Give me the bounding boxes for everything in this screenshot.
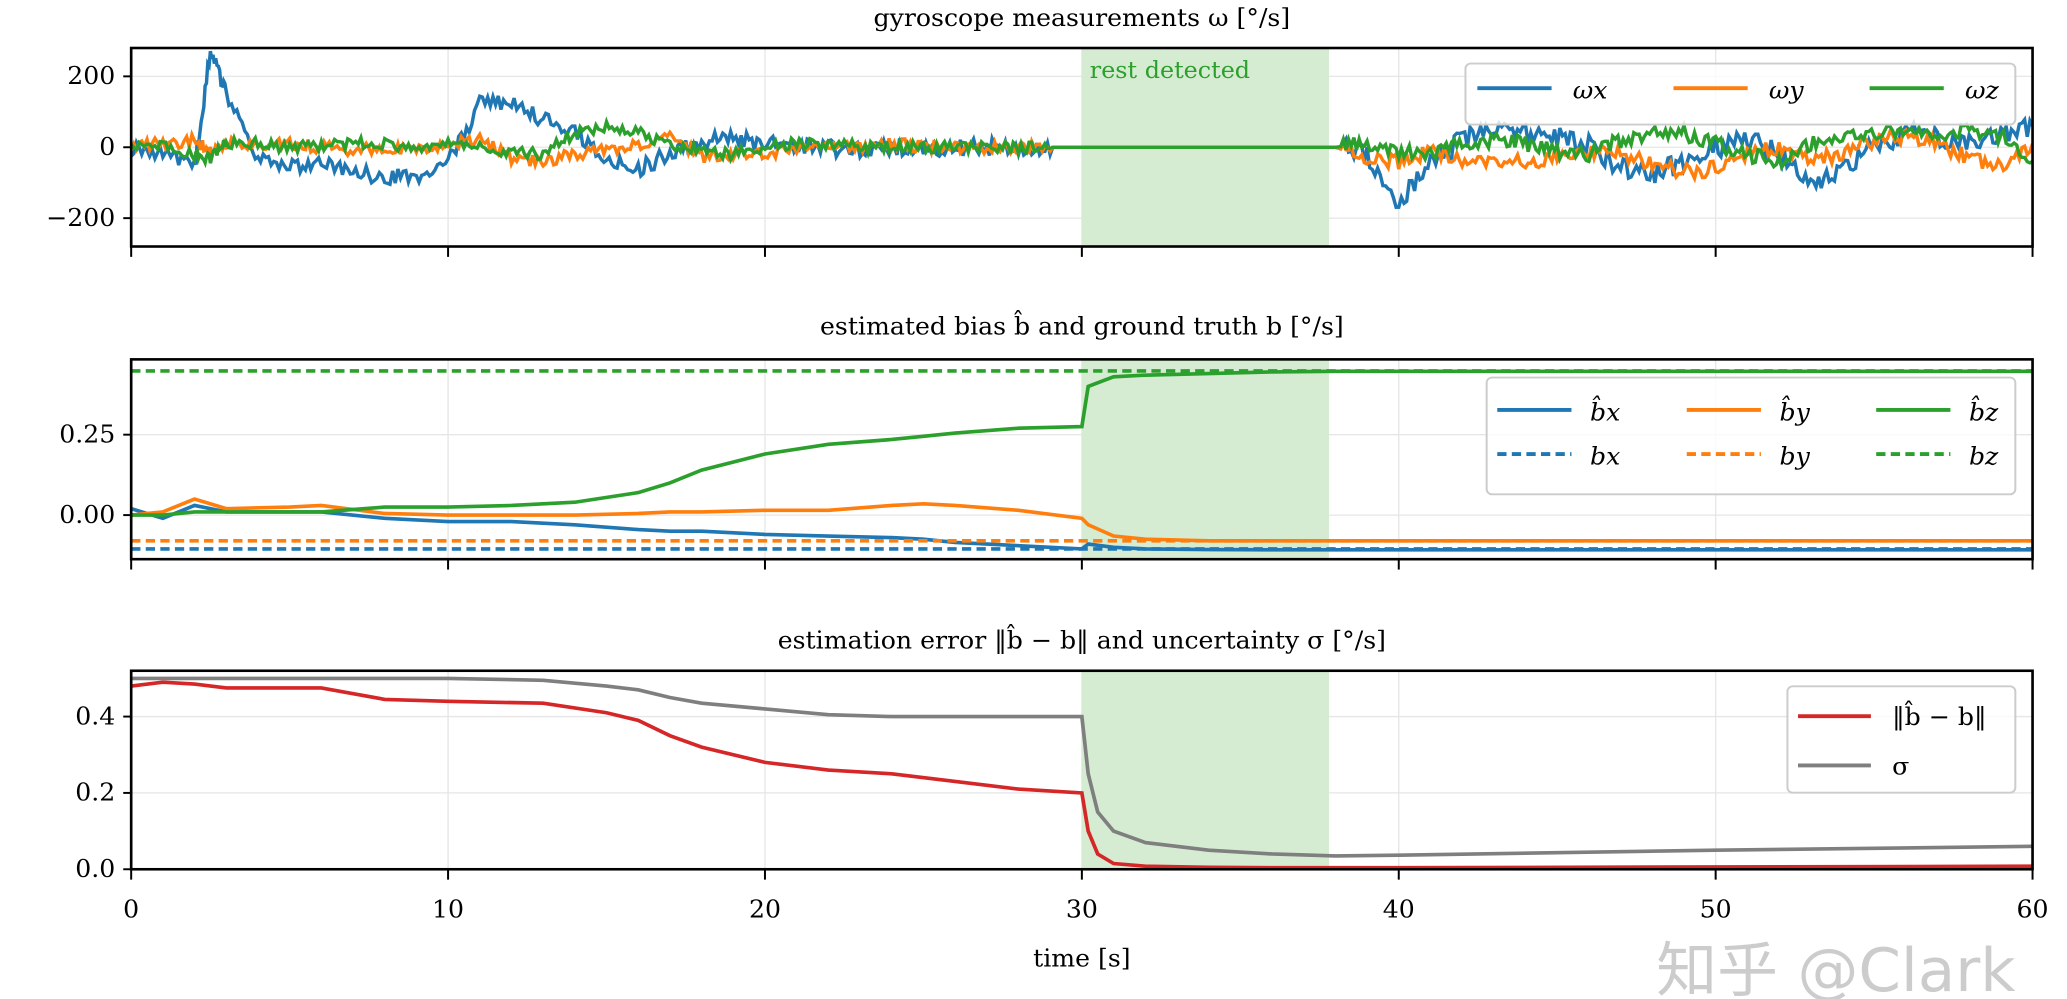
watermark: 知乎 @Clark [1656, 937, 2015, 999]
series-line-ωz [131, 116, 2033, 172]
legend-label: b̂x [1590, 395, 1620, 426]
legend-label: ωz [1965, 76, 2000, 105]
x-tick-label: 30 [1066, 895, 1098, 924]
legend: ‖b̂ − b‖ σ [1786, 685, 2017, 794]
rest-label: rest detected [1090, 56, 1250, 84]
legend-label: ωx [1573, 76, 1608, 105]
panel-title: gyroscope measurements ω [°/s] [874, 3, 1291, 32]
y-tick-label: 0 [99, 132, 115, 161]
rest-region [1081, 359, 1330, 560]
legend-label: bz [1969, 442, 1999, 471]
legend-label: ωy [1769, 76, 1805, 105]
panel-3: estimation error ‖b̂ − b‖ and uncertaint… [75, 624, 2048, 973]
x-tick-label: 60 [2017, 895, 2049, 924]
legend-label: bx [1590, 442, 1620, 471]
series-line-b̂z [131, 369, 2033, 517]
panel-2: estimated bias b̂ and ground truth b [°/… [59, 310, 2034, 570]
y-tick-label: 0.00 [59, 500, 115, 529]
panel-1: gyroscope measurements ω [°/s] rest detec… [46, 3, 2034, 257]
y-tick-label: 200 [67, 61, 115, 90]
legend-label: by [1779, 442, 1810, 471]
series-line-‖b̂ − b‖ [131, 680, 2033, 870]
y-tick-label: −200 [46, 203, 115, 232]
x-axis-label: time [s] [1033, 944, 1130, 973]
x-tick-label: 50 [1700, 895, 1732, 924]
legend-label: ‖b̂ − b‖ [1892, 700, 1986, 732]
legend: b̂x b̂y b̂z bx by bz [1485, 376, 2017, 496]
y-tick-label: 0.4 [75, 702, 115, 731]
rest-region [1081, 670, 1330, 870]
x-tick-label: 0 [123, 895, 139, 924]
series-line-σ [131, 676, 2033, 858]
y-tick-label: 0.25 [59, 420, 115, 449]
x-tick-label: 40 [1383, 895, 1415, 924]
panel-title: estimation error ‖b̂ − b‖ and uncertaint… [778, 624, 1386, 656]
y-tick-label: 0.0 [75, 854, 115, 883]
y-tick-label: 0.2 [75, 778, 115, 807]
x-tick-label: 20 [749, 895, 781, 924]
x-tick-label: 10 [432, 895, 464, 924]
legend-label: b̂y [1779, 395, 1810, 426]
legend-label: σ [1892, 752, 1909, 781]
panel-title: estimated bias b̂ and ground truth b [°/… [820, 310, 1344, 341]
legend: ωx ωy ωz [1464, 62, 2017, 126]
legend-label: b̂z [1969, 395, 1999, 426]
